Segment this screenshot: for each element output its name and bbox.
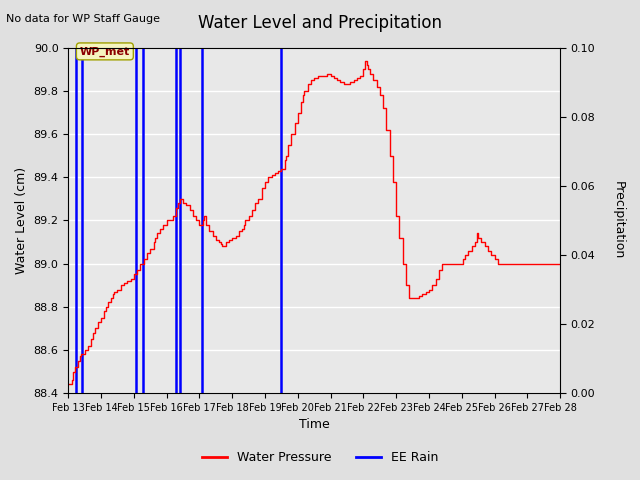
Text: Water Level and Precipitation: Water Level and Precipitation: [198, 14, 442, 33]
Text: No data for WP Staff Gauge: No data for WP Staff Gauge: [6, 14, 161, 24]
Text: WP_met: WP_met: [80, 46, 130, 57]
Legend: Water Pressure, EE Rain: Water Pressure, EE Rain: [196, 446, 444, 469]
Y-axis label: Precipitation: Precipitation: [612, 181, 625, 260]
X-axis label: Time: Time: [299, 419, 330, 432]
Y-axis label: Water Level (cm): Water Level (cm): [15, 167, 28, 274]
